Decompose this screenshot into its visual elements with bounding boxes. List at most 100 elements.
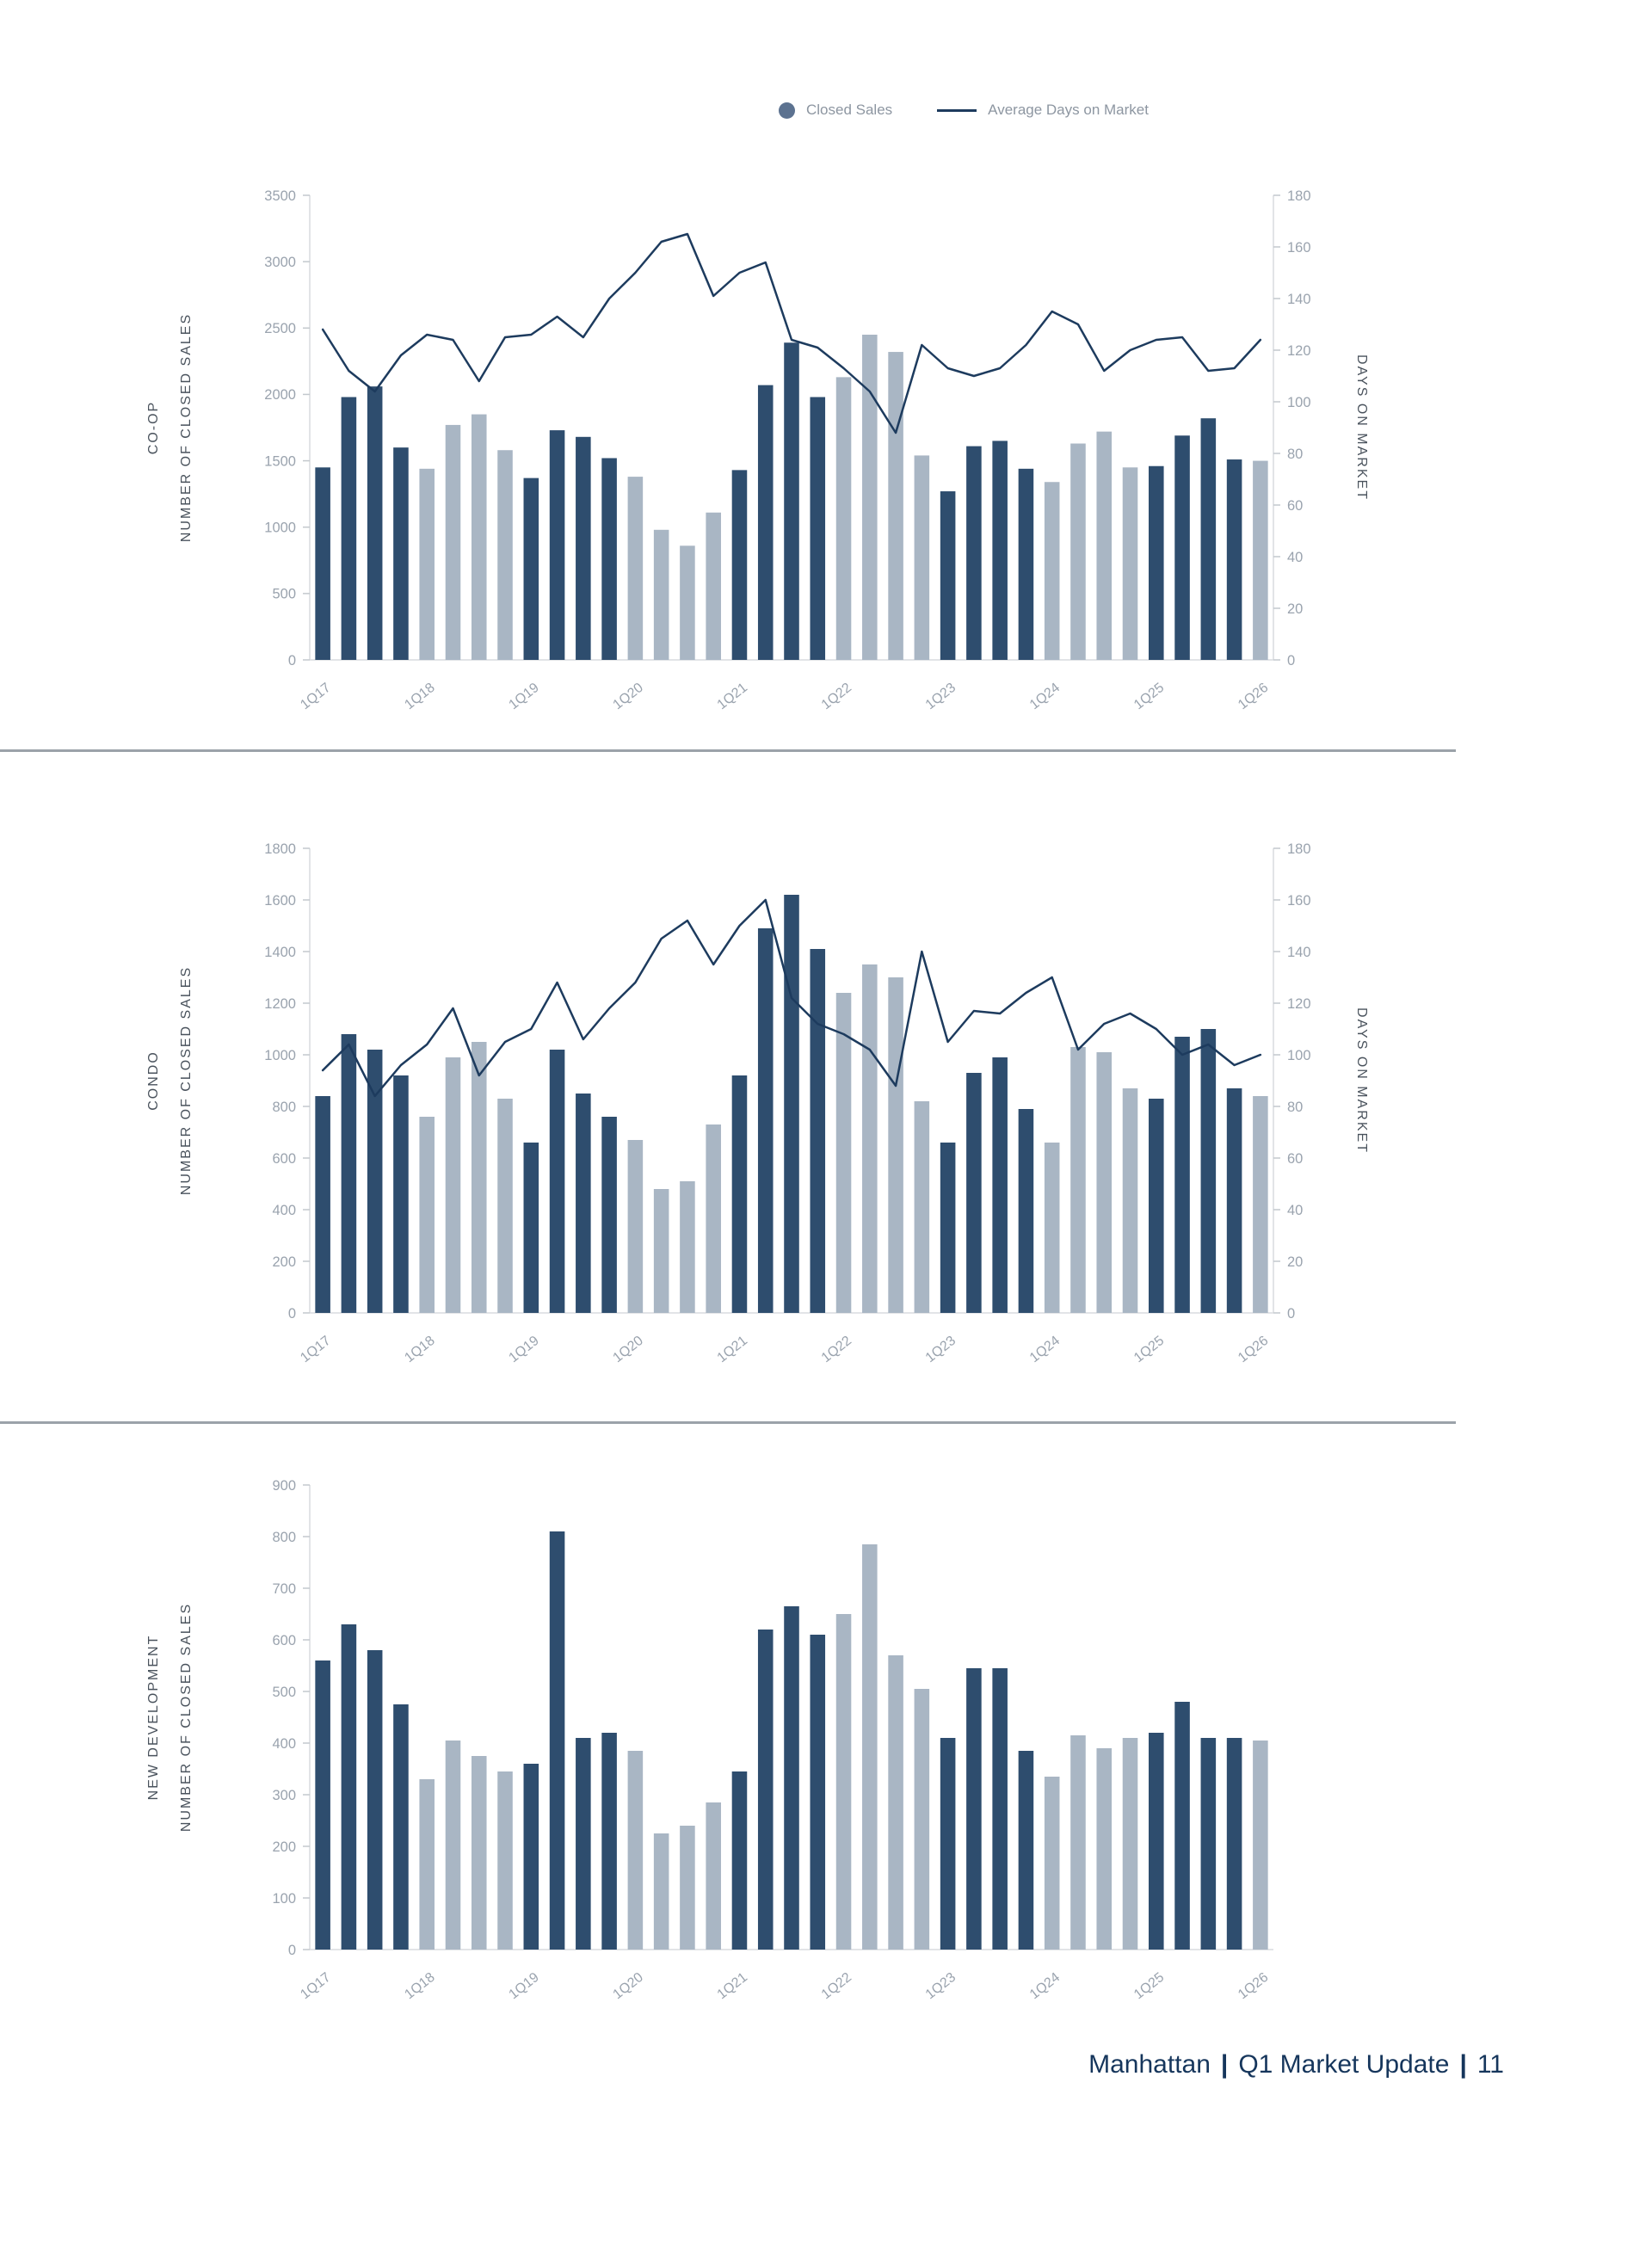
- x-axis-tick-label: 1Q20: [611, 1970, 646, 2003]
- legend-item-days-on-market: Average Days on Market: [937, 102, 1149, 119]
- closed-sales-bar: [471, 1756, 487, 1950]
- section-label: NEW DEVELOPMENT: [146, 1635, 161, 1801]
- closed-sales-bar: [706, 1124, 721, 1313]
- x-axis-tick-label: 1Q23: [923, 1970, 959, 2003]
- y-axis-tick-label-right: 80: [1287, 447, 1303, 462]
- closed-sales-bar: [835, 1614, 852, 1950]
- closed-sales-bar: [627, 1140, 644, 1313]
- y-axis-tick-label-right: 100: [1287, 1048, 1311, 1063]
- y-axis-tick-label-right: 0: [1287, 653, 1295, 668]
- left-axis-title: NUMBER OF CLOSED SALES: [179, 313, 194, 542]
- closed-sales-bar: [1096, 431, 1113, 660]
- y-axis-tick-label-left: 1400: [264, 945, 296, 960]
- y-axis-tick-label-left: 1600: [264, 893, 296, 909]
- closed-sales-bar: [757, 385, 774, 660]
- x-axis-tick-label: 1Q25: [1131, 1334, 1167, 1366]
- closed-sales-bar: [1226, 1088, 1242, 1313]
- closed-sales-bar: [757, 1630, 774, 1950]
- section-label: CONDO: [146, 1050, 161, 1111]
- closed-sales-bar: [835, 993, 852, 1313]
- closed-sales-bar: [992, 441, 1008, 660]
- closed-sales-bar: [966, 1073, 982, 1313]
- footer-page-number: 11: [1476, 2050, 1504, 2079]
- y-axis-tick-label-right: 20: [1287, 601, 1303, 617]
- x-axis-tick-label: 1Q21: [715, 681, 750, 713]
- closed-sales-bar: [914, 455, 930, 660]
- y-axis-tick-label-right: 60: [1287, 1151, 1303, 1167]
- right-axis-title: DAYS ON MARKET: [1354, 354, 1369, 501]
- y-axis-tick-label-left: 2000: [264, 387, 296, 403]
- closed-sales-bar: [835, 377, 852, 660]
- closed-sales-bar: [1096, 1052, 1113, 1313]
- closed-sales-bar: [445, 424, 461, 660]
- x-axis-tick-label: 1Q24: [1027, 1970, 1063, 2003]
- closed-sales-bar: [680, 1826, 695, 1950]
- closed-sales-bar: [576, 436, 591, 660]
- x-axis-tick-label: 1Q18: [402, 681, 437, 713]
- x-axis-tick-label: 1Q26: [1236, 681, 1271, 713]
- y-axis-tick-label-right: 140: [1287, 945, 1311, 960]
- closed-sales-bar: [706, 512, 721, 660]
- closed-sales-bar: [315, 1096, 330, 1313]
- legend-item-closed-sales: Closed Sales: [779, 102, 892, 119]
- closed-sales-bar: [1070, 1735, 1086, 1950]
- closed-sales-bar: [1070, 1047, 1086, 1313]
- closed-sales-bar: [966, 446, 982, 660]
- closed-sales-bar: [1044, 1143, 1060, 1313]
- closed-sales-dot-icon: [779, 102, 795, 119]
- closed-sales-bar: [627, 477, 644, 660]
- closed-sales-bar: [1122, 1738, 1138, 1950]
- x-axis-tick-label: 1Q19: [506, 1970, 541, 2003]
- section-divider: [0, 749, 1456, 752]
- closed-sales-bar: [445, 1741, 461, 1950]
- closed-sales-bar: [653, 529, 669, 660]
- closed-sales-bar: [1044, 1777, 1060, 1950]
- section-divider: [0, 1421, 1456, 1424]
- closed-sales-bar: [471, 1042, 487, 1313]
- x-axis-tick-label: 1Q25: [1131, 681, 1167, 713]
- page-footer: Manhattan | Q1 Market Update | 11: [0, 2049, 1504, 2080]
- y-axis-tick-label-right: 160: [1287, 240, 1311, 256]
- closed-sales-bar: [393, 447, 409, 660]
- y-axis-tick-label-left: 1500: [264, 453, 296, 469]
- closed-sales-bar: [731, 1771, 748, 1950]
- new-development-chart-section: 0 100 200 300 400 500 600 700 800 900 1Q17 1Q18 1Q19…: [133, 1472, 1652, 2027]
- x-axis-tick-label: 1Q23: [923, 681, 959, 713]
- section-label: CO-OP: [146, 401, 161, 454]
- y-axis-tick-label-left: 1200: [264, 996, 296, 1012]
- days-on-market-line-icon: [937, 108, 977, 112]
- closed-sales-bar: [914, 1689, 930, 1950]
- closed-sales-bar: [1018, 1751, 1034, 1950]
- y-axis-tick-label-left: 800: [272, 1100, 296, 1115]
- x-axis-tick-label: 1Q18: [402, 1970, 437, 2003]
- closed-sales-bar: [419, 1117, 435, 1313]
- x-axis-tick-label: 1Q23: [923, 1334, 959, 1366]
- closed-sales-bar: [497, 450, 513, 660]
- y-axis-tick-label-left: 400: [272, 1203, 296, 1218]
- y-axis-tick-label-left: 700: [272, 1581, 296, 1597]
- closed-sales-bar: [315, 467, 330, 660]
- y-axis-tick-label-right: 40: [1287, 550, 1303, 565]
- coop-chart-section: 0 500 1000 1500 2000 2500 3000 3500 0 20 40 60 80 100…: [133, 182, 1652, 737]
- y-axis-tick-label-left: 900: [272, 1478, 296, 1494]
- x-axis-tick-label: 1Q25: [1131, 1970, 1167, 2003]
- y-axis-tick-label-right: 140: [1287, 292, 1311, 307]
- closed-sales-bar: [1226, 1738, 1242, 1950]
- closed-sales-bar: [862, 964, 878, 1313]
- closed-sales-bar: [445, 1057, 461, 1313]
- closed-sales-bar: [393, 1704, 409, 1950]
- x-axis-tick-label: 1Q21: [715, 1334, 750, 1366]
- x-axis-tick-label: 1Q20: [611, 1334, 646, 1366]
- closed-sales-bar: [1044, 482, 1060, 660]
- closed-sales-bar: [940, 491, 956, 660]
- closed-sales-bar: [549, 1050, 565, 1313]
- closed-sales-bar: [1070, 443, 1086, 660]
- footer-report-title: Q1 Market Update: [1238, 2050, 1450, 2079]
- closed-sales-bar: [940, 1143, 956, 1313]
- x-axis-tick-label: 1Q26: [1236, 1334, 1271, 1366]
- closed-sales-bar: [914, 1101, 930, 1313]
- closed-sales-bar: [784, 895, 799, 1313]
- closed-sales-bar: [497, 1771, 513, 1950]
- closed-sales-bar: [1122, 467, 1138, 660]
- closed-sales-bar: [549, 430, 565, 660]
